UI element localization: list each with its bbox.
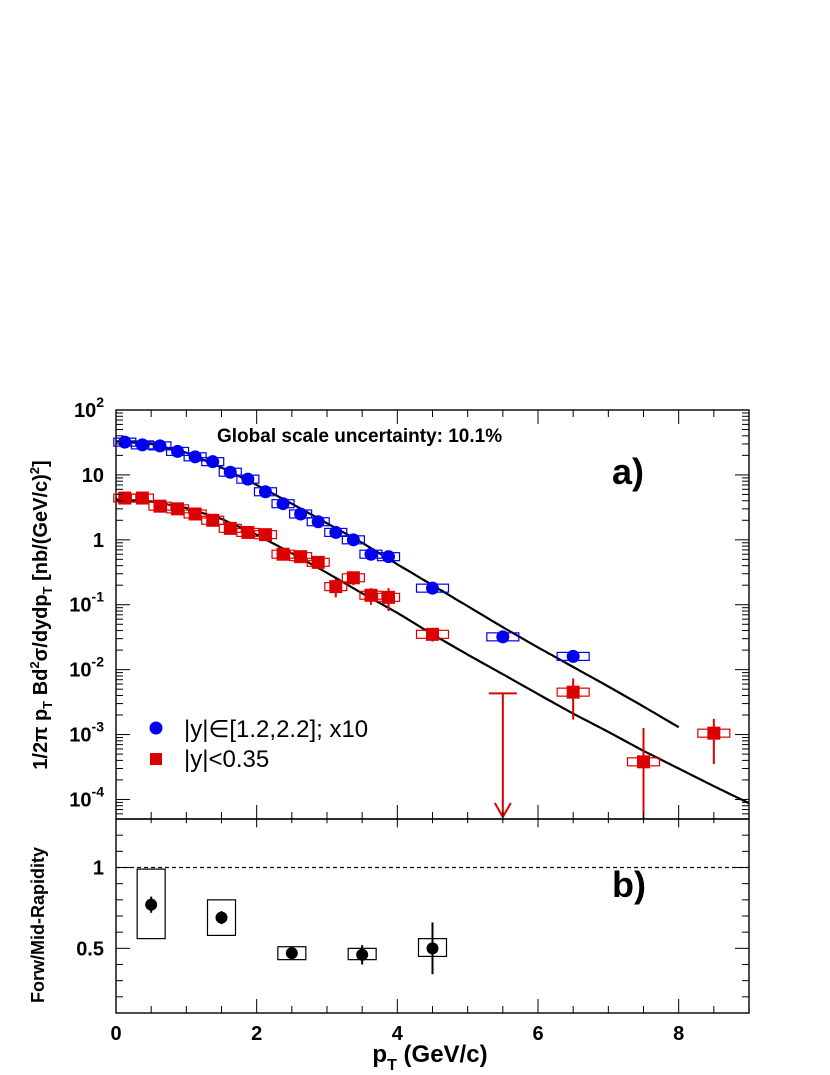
panel-b: 0.5 1 b) Forw/Mid-Rapidity <box>28 818 750 1014</box>
legend: |y|∈[1.2,2.2]; x10 |y|<0.35 <box>149 716 368 773</box>
data-point <box>135 438 149 452</box>
ratio-point <box>356 948 369 961</box>
ratio-point <box>285 947 298 960</box>
x-tick-label: 4 <box>392 1023 404 1045</box>
data-point <box>364 588 378 602</box>
data-point <box>311 555 325 569</box>
y-tick-label-a: 10 <box>82 465 104 487</box>
panel-a: 102 10 1 10-1 10-2 10-3 10-4 Global scale unce… <box>27 394 750 820</box>
data-point <box>382 550 396 564</box>
data-point <box>382 590 396 604</box>
x-tick-label: 2 <box>251 1023 262 1045</box>
legend-marker-mid <box>150 753 162 765</box>
x-tick-label: 8 <box>673 1023 684 1045</box>
panel-b-label: b) <box>612 864 646 905</box>
x-axis-label: pT (GeV/c) <box>372 1041 487 1074</box>
legend-label-forward: |y|∈[1.2,2.2]; x10 <box>184 716 368 743</box>
legend-label-mid: |y|<0.35 <box>184 746 269 773</box>
y-axis-label-b: Forw/Mid-Rapidity <box>28 847 48 1003</box>
data-point <box>311 515 325 529</box>
ratio-sys-box <box>136 868 166 940</box>
panel-b-frame <box>115 818 750 1014</box>
panel-a-label: a) <box>612 451 644 492</box>
data-point <box>276 547 290 561</box>
y-axis-label-a: 1/2π pT Bd2σ/dydpT [nb/(GeV/c)2] <box>27 460 55 769</box>
ratio-sys-box <box>206 899 237 936</box>
data-point <box>426 581 439 595</box>
legend-marker-forward <box>149 721 163 735</box>
data-point <box>426 627 439 641</box>
data-point <box>566 685 580 699</box>
data-point <box>171 444 185 458</box>
y-tick-label-a: 102 <box>74 394 104 422</box>
data-point <box>171 502 185 516</box>
data-point <box>496 630 510 644</box>
x-tick-label: 0 <box>110 1023 121 1045</box>
data-point <box>707 726 721 740</box>
data-point <box>294 507 308 521</box>
y-tick-label-b: 0.5 <box>76 938 104 960</box>
data-point <box>223 521 237 535</box>
data-point <box>118 491 132 505</box>
y-tick-label-a: 10-1 <box>69 589 104 617</box>
data-point <box>118 435 132 449</box>
data-point <box>206 455 220 469</box>
ratio-point <box>215 911 228 924</box>
data-point <box>566 649 580 663</box>
y-tick-label-a: 10-4 <box>69 783 104 811</box>
data-point <box>223 465 237 479</box>
data-point <box>294 550 308 564</box>
data-point <box>241 472 255 486</box>
ratio-point <box>426 942 439 955</box>
data-point <box>329 580 343 594</box>
data-point <box>346 571 360 585</box>
data-point <box>206 513 220 527</box>
y-tick-label-a: 10-2 <box>69 654 104 682</box>
data-point <box>188 507 202 521</box>
data-point <box>276 497 290 511</box>
data-point <box>188 450 202 464</box>
y-tick-label-a: 1 <box>93 530 104 552</box>
data-point <box>153 439 167 453</box>
fit-curve-0 <box>115 440 680 729</box>
data-point <box>364 547 378 561</box>
data-point <box>637 755 650 769</box>
annotation-global-scale: Global scale uncertainty: 10.1% <box>217 426 502 447</box>
data-point <box>135 491 149 505</box>
data-point <box>241 525 255 539</box>
y-tick-label-a: 10-3 <box>69 719 104 747</box>
ratio-point <box>145 898 158 911</box>
data-point <box>329 525 343 539</box>
ratio-sys-box <box>277 946 307 961</box>
y-tick-label-b: 1 <box>93 858 104 880</box>
data-point <box>153 499 167 513</box>
data-point <box>258 528 272 542</box>
x-tick-label: 6 <box>532 1023 543 1045</box>
data-point <box>258 485 272 499</box>
svg-text:1/2π pT Bd2σ/dydpT [nb/(GeV/c): 1/2π pT Bd2σ/dydpT [nb/(GeV/c)2] <box>27 460 55 769</box>
data-point <box>346 533 360 547</box>
